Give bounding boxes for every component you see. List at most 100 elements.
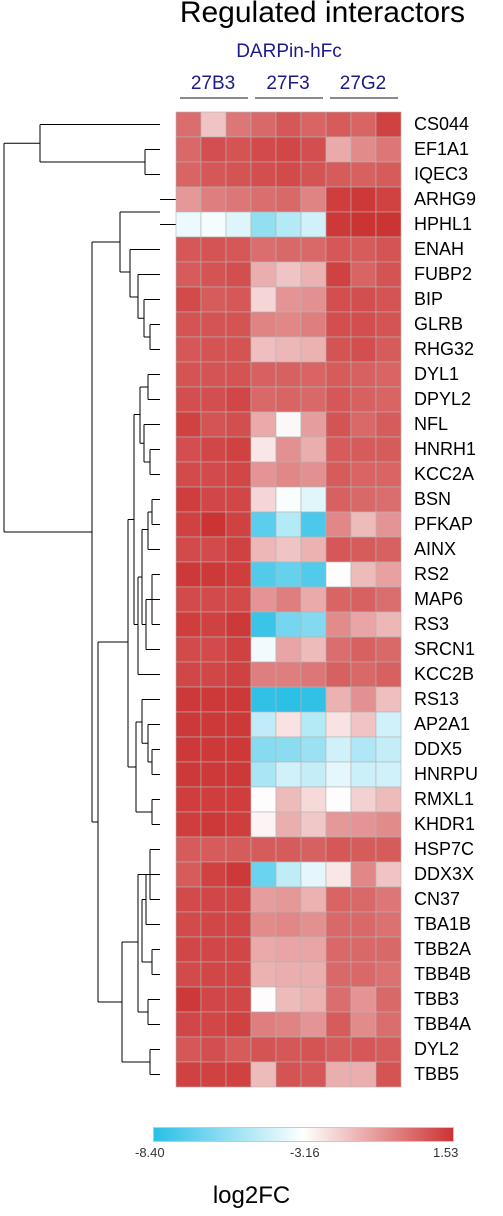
- heatmap-cell: [350, 861, 377, 888]
- heatmap-cell: [350, 511, 377, 538]
- heatmap-cell: [375, 586, 402, 613]
- heatmap-cell: [325, 461, 352, 488]
- row-dendrogram: [3, 124, 233, 1075]
- row-label: TBA1B: [414, 914, 472, 934]
- heatmap-cell: [350, 436, 377, 463]
- heatmap-cell: [375, 436, 402, 463]
- row-label: DYL1: [414, 364, 460, 384]
- row-label: HNRPU: [414, 764, 479, 784]
- heatmap-cell: [175, 536, 202, 563]
- heatmap-cell: [350, 986, 377, 1013]
- heatmap-cell: [200, 686, 227, 713]
- heatmap-cell: [350, 1061, 377, 1088]
- heatmap-cell: [375, 286, 402, 313]
- heatmap-cell: [200, 361, 227, 388]
- heatmap-cell: [225, 1061, 252, 1088]
- row-label: IQEC3: [414, 164, 469, 184]
- heatmap-cell: [325, 261, 352, 288]
- heatmap-cell: [375, 486, 402, 513]
- heatmap-cell: [300, 736, 327, 763]
- heatmap-cell: [175, 286, 202, 313]
- color-scale-mid-label: -3.16: [290, 1145, 320, 1160]
- heatmap-cell: [200, 761, 227, 788]
- heatmap-cell: [175, 611, 202, 638]
- heatmap-cell: [250, 911, 277, 938]
- heatmap-cell: [250, 336, 277, 363]
- heatmap-cell: [175, 861, 202, 888]
- heatmap-cell: [175, 761, 202, 788]
- row-label: RS3: [414, 614, 450, 634]
- heatmap-cells: [175, 111, 402, 1088]
- heatmap-cell: [300, 186, 327, 213]
- heatmap-cell: [225, 486, 252, 513]
- heatmap-cell: [375, 886, 402, 913]
- heatmap-cell: [200, 111, 227, 138]
- heatmap-cell: [175, 886, 202, 913]
- heatmap-cell: [375, 811, 402, 838]
- row-label: DDX3X: [414, 864, 475, 884]
- heatmap-cell: [350, 311, 377, 338]
- heatmap-cell: [300, 361, 327, 388]
- heatmap-cell: [175, 786, 202, 813]
- heatmap-cell: [375, 111, 402, 138]
- heatmap-cell: [350, 186, 377, 213]
- heatmap-cell: [300, 511, 327, 538]
- heatmap-cell: [225, 111, 252, 138]
- heatmap-cell: [225, 836, 252, 863]
- heatmap-cell: [275, 911, 302, 938]
- heatmap-cell: [250, 461, 277, 488]
- heatmap-cell: [200, 286, 227, 313]
- heatmap-cell: [325, 136, 352, 163]
- heatmap-cell: [250, 436, 277, 463]
- row-label: TBB5: [414, 1064, 460, 1084]
- heatmap-cell: [250, 636, 277, 663]
- heatmap-cell: [250, 211, 277, 238]
- heatmap-cell: [300, 236, 327, 263]
- heatmap-cell: [250, 736, 277, 763]
- heatmap-cell: [325, 536, 352, 563]
- heatmap-cell: [250, 361, 277, 388]
- heatmap-cell: [225, 286, 252, 313]
- heatmap-cell: [225, 361, 252, 388]
- heatmap-cell: [250, 936, 277, 963]
- heatmap-cell: [200, 861, 227, 888]
- heatmap-cell: [275, 611, 302, 638]
- heatmap-cell: [250, 136, 277, 163]
- heatmap-cell: [175, 836, 202, 863]
- heatmap-cell: [175, 261, 202, 288]
- heatmap-cell: [250, 536, 277, 563]
- heatmap-cell: [350, 686, 377, 713]
- heatmap-cell: [200, 911, 227, 938]
- heatmap-cell: [350, 411, 377, 438]
- heatmap-cell: [200, 936, 227, 963]
- row-label: AINX: [414, 539, 457, 559]
- heatmap-cell: [225, 961, 252, 988]
- row-label: BIP: [414, 289, 444, 309]
- heatmap-cell: [325, 411, 352, 438]
- heatmap-cell: [350, 836, 377, 863]
- heatmap-cell: [350, 1036, 377, 1063]
- heatmap-cell: [175, 411, 202, 438]
- heatmap-cell: [325, 111, 352, 138]
- heatmap-cell: [250, 711, 277, 738]
- heatmap-cell: [325, 1036, 352, 1063]
- heatmap-cell: [275, 461, 302, 488]
- row-label: CN37: [414, 889, 461, 909]
- heatmap-cell: [250, 386, 277, 413]
- heatmap-cell: [200, 211, 227, 238]
- heatmap-cell: [300, 961, 327, 988]
- heatmap-cell: [300, 136, 327, 163]
- heatmap-cell: [275, 261, 302, 288]
- heatmap-cell: [225, 536, 252, 563]
- heatmap-cell: [325, 911, 352, 938]
- heatmap-cell: [350, 611, 377, 638]
- heatmap-cell: [275, 586, 302, 613]
- heatmap-cell: [225, 161, 252, 188]
- row-label: PFKAP: [414, 514, 474, 534]
- heatmap-cell: [225, 736, 252, 763]
- heatmap-cell: [200, 511, 227, 538]
- heatmap-cell: [200, 786, 227, 813]
- row-label: ENAH: [414, 239, 465, 259]
- row-label: KCC2B: [414, 664, 475, 684]
- heatmap-cell: [175, 161, 202, 188]
